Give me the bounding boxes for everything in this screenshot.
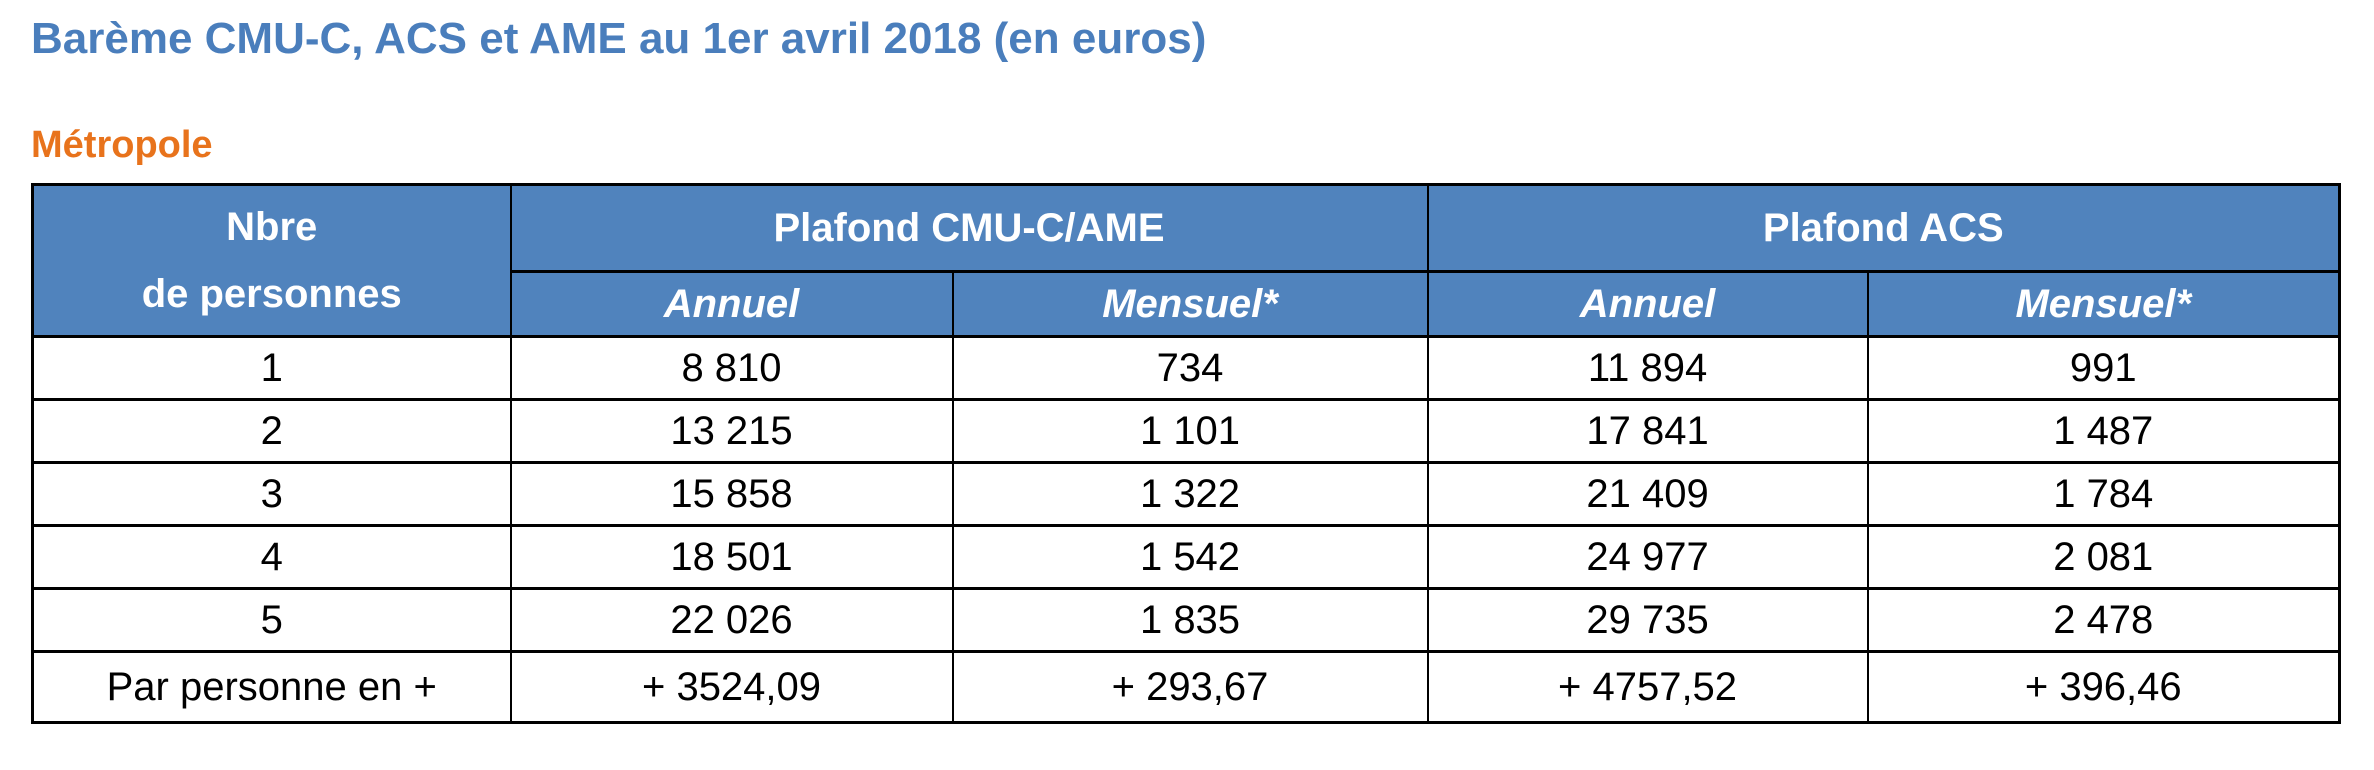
header-persons-line1: Nbre <box>226 204 318 249</box>
table-row: 4 18 501 1 542 24 977 2 081 <box>31 524 2341 591</box>
cell-acs-annuel: 17 841 <box>1426 398 1869 465</box>
cell-cmu-annuel: 13 215 <box>509 398 954 465</box>
header-sub-row: Annuel Mensuel* Annuel Mensuel* <box>33 270 2341 339</box>
row-label: 4 <box>31 524 512 591</box>
cell-acs-mensuel: 991 <box>1866 335 2341 402</box>
cell-cmu-mensuel: 1 835 <box>951 587 1429 654</box>
cell-acs-mensuel: 2 081 <box>1866 524 2341 591</box>
cell-cmu-mensuel: 1 542 <box>951 524 1429 591</box>
cell-cmu-mensuel: 734 <box>951 335 1429 402</box>
cell-cmu-mensuel: + 293,67 <box>951 650 1429 725</box>
cell-cmu-annuel: 22 026 <box>509 587 954 654</box>
table-header: Nbre de personnes Plafond CMU-C/AME Plaf… <box>31 183 2341 339</box>
cell-acs-mensuel: 1 784 <box>1866 461 2341 528</box>
header-plafond-cmuc-ame: Plafond CMU-C/AME <box>509 183 1429 274</box>
document-page: Barème CMU-C, ACS et AME au 1er avril 20… <box>31 14 2342 725</box>
header-persons-line2: de personnes <box>141 271 402 316</box>
header-cmu-annuel: Annuel <box>509 270 954 339</box>
row-label: 2 <box>31 398 512 465</box>
table-row: 5 22 026 1 835 29 735 2 478 <box>31 587 2341 654</box>
header-cmu-mensuel: Mensuel* <box>951 270 1429 339</box>
table-row: 3 15 858 1 322 21 409 1 784 <box>31 461 2341 528</box>
table-body: 1 8 810 734 11 894 991 2 13 215 1 101 17… <box>31 335 2341 725</box>
header-plafond-acs: Plafond ACS <box>1426 183 2341 274</box>
table-row: 2 13 215 1 101 17 841 1 487 <box>31 398 2341 465</box>
cell-cmu-mensuel: 1 322 <box>951 461 1429 528</box>
table-row: 1 8 810 734 11 894 991 <box>31 335 2341 402</box>
row-label: 1 <box>31 335 512 402</box>
cell-acs-annuel: 29 735 <box>1426 587 1869 654</box>
cell-cmu-mensuel: 1 101 <box>951 398 1429 465</box>
row-label: Par personne en + <box>31 650 512 725</box>
header-acs-mensuel: Mensuel* <box>1866 270 2341 339</box>
cell-acs-annuel: + 4757,52 <box>1426 650 1869 725</box>
bareme-table: Nbre de personnes Plafond CMU-C/AME Plaf… <box>31 183 2342 725</box>
cell-cmu-annuel: + 3524,09 <box>509 650 954 725</box>
page-title: Barème CMU-C, ACS et AME au 1er avril 20… <box>31 14 1207 63</box>
cell-acs-annuel: 21 409 <box>1426 461 1869 528</box>
table-row-par-personne: Par personne en + + 3524,09 + 293,67 + 4… <box>31 650 2341 725</box>
header-group-row: Nbre de personnes Plafond CMU-C/AME Plaf… <box>31 183 2341 339</box>
header-persons: Nbre de personnes <box>31 183 512 339</box>
cell-cmu-annuel: 15 858 <box>509 461 954 528</box>
row-label: 5 <box>31 587 512 654</box>
cell-acs-annuel: 11 894 <box>1426 335 1869 402</box>
cell-acs-mensuel: 2 478 <box>1866 587 2341 654</box>
cell-acs-mensuel: + 396,46 <box>1866 650 2341 725</box>
cell-cmu-annuel: 18 501 <box>509 524 954 591</box>
row-label: 3 <box>31 461 512 528</box>
cell-acs-annuel: 24 977 <box>1426 524 1869 591</box>
header-acs-annuel: Annuel <box>1426 270 1869 339</box>
cell-acs-mensuel: 1 487 <box>1866 398 2341 465</box>
section-label-metropole: Métropole <box>31 123 213 166</box>
cell-cmu-annuel: 8 810 <box>509 335 954 402</box>
